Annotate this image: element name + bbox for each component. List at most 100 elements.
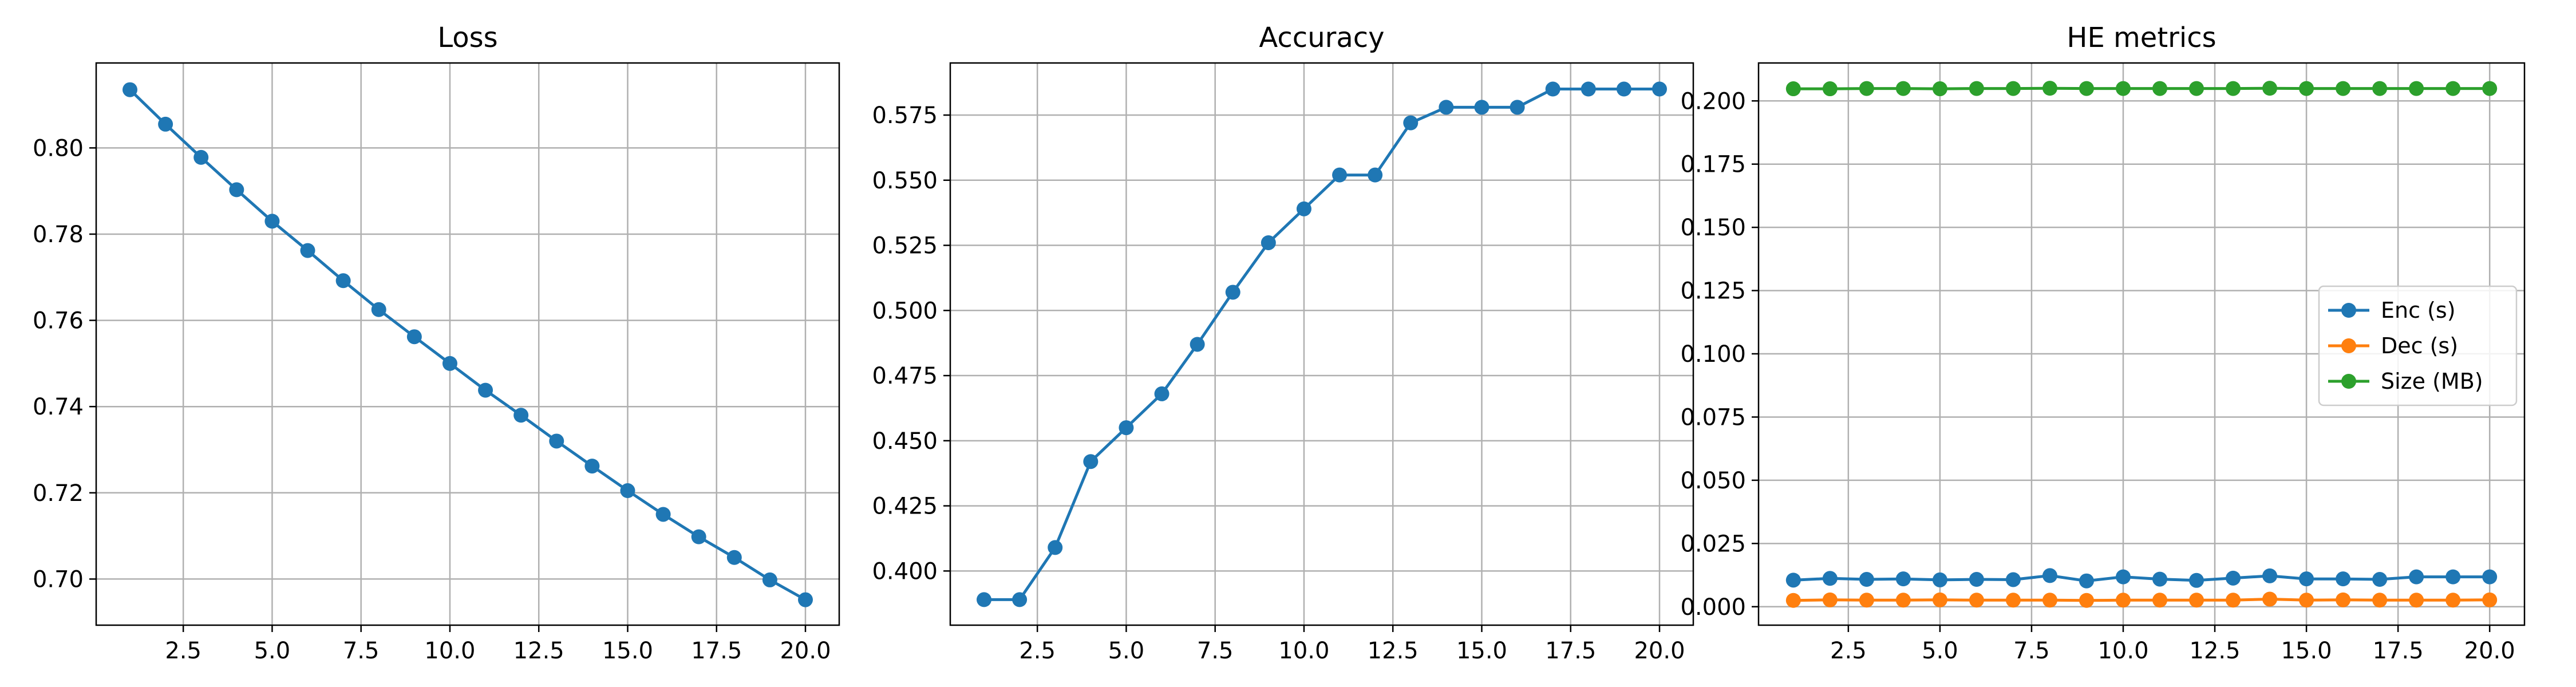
data-point xyxy=(584,459,600,474)
series-main xyxy=(123,82,813,607)
data-point xyxy=(2336,81,2351,96)
panel-accuracy: 2.5 5.0 7.5 10.0 12.5 15.0 17.5 20.0 0.400 0.425 0… xyxy=(872,22,1694,664)
series-enc-s xyxy=(1785,568,2498,589)
data-point xyxy=(1616,81,1631,97)
legend-box xyxy=(2318,285,2518,406)
data-point xyxy=(2042,593,2057,608)
legend-marker xyxy=(2341,374,2356,389)
x-tick-label: 5.0 xyxy=(254,638,291,664)
x-tick-label: 17.5 xyxy=(2373,638,2424,664)
data-point xyxy=(1895,571,1911,587)
data-point xyxy=(798,592,813,607)
data-point xyxy=(1296,201,1311,216)
data-point xyxy=(1859,572,1874,587)
y-tick-label: 0.050 xyxy=(1680,468,1746,494)
x-tick-label: 20.0 xyxy=(2464,638,2515,664)
x-tick-label: 12.5 xyxy=(513,638,564,664)
data-point xyxy=(2299,571,2314,587)
data-point xyxy=(1932,81,1947,97)
data-point xyxy=(2482,81,2498,96)
y-tick-label: 0.100 xyxy=(1680,341,1746,368)
data-point xyxy=(1368,167,1383,183)
series-size-mb xyxy=(1785,81,2498,97)
data-point xyxy=(2336,592,2351,607)
axes-frame xyxy=(949,62,1694,626)
y-tick-label: 0.74 xyxy=(33,394,84,420)
data-point xyxy=(549,433,564,449)
data-point xyxy=(1785,81,1801,97)
panel-loss: 2.5 5.0 7.5 10.0 12.5 15.0 17.5 20.0 0.70 0.72 0.7… xyxy=(33,22,840,664)
y-tick-label: 0.200 xyxy=(1680,88,1746,114)
data-point xyxy=(1822,571,1838,586)
axes-frame xyxy=(95,62,840,626)
data-point xyxy=(193,149,209,165)
y-tick-label: 0.075 xyxy=(1680,404,1746,431)
data-point xyxy=(2115,569,2131,585)
data-point xyxy=(1822,592,1838,607)
x-tick-label: 17.5 xyxy=(691,638,742,664)
x-tick-label: 7.5 xyxy=(2013,638,2050,664)
data-point xyxy=(2409,593,2424,608)
data-point xyxy=(123,82,137,97)
grid-lines xyxy=(96,63,839,625)
x-tick-label: 7.5 xyxy=(1197,638,1234,664)
legend-item: Size (MB) xyxy=(2328,369,2483,394)
data-point xyxy=(513,408,529,423)
y-tick-label: 0.76 xyxy=(33,308,84,334)
data-point xyxy=(1969,81,1984,96)
chart-title: Accuracy xyxy=(1259,22,1384,54)
data-point xyxy=(1332,167,1348,183)
data-point xyxy=(1012,592,1028,607)
y-tick-label: 0.550 xyxy=(872,168,938,194)
data-point xyxy=(2262,568,2278,583)
data-point xyxy=(1969,593,1984,608)
data-point xyxy=(1190,337,1205,352)
data-point xyxy=(726,550,742,565)
x-tick-label: 20.0 xyxy=(1634,638,1685,664)
data-point xyxy=(2079,573,2094,589)
series-line xyxy=(984,88,1660,601)
chart-title: HE metrics xyxy=(2067,22,2216,54)
chart-title: Loss xyxy=(437,22,497,54)
data-point xyxy=(2299,593,2314,608)
data-point xyxy=(2189,81,2204,96)
data-point xyxy=(1895,81,1911,96)
x-tick-label: 12.5 xyxy=(2190,638,2241,664)
data-point xyxy=(2005,81,2021,96)
y-tick-label: 0.025 xyxy=(1680,531,1746,557)
data-point xyxy=(1510,100,1525,115)
grid-lines xyxy=(1759,63,2524,625)
x-tick-label: 10.0 xyxy=(1278,638,1329,664)
data-point xyxy=(762,572,777,587)
data-point xyxy=(406,329,422,345)
x-tick-label: 10.0 xyxy=(2097,638,2148,664)
legend-marker xyxy=(2341,338,2356,353)
axes-frame xyxy=(1757,62,2526,626)
data-point xyxy=(1048,540,1063,555)
legend-label: Size (MB) xyxy=(2381,369,2483,394)
y-tick-label: 0.575 xyxy=(872,102,938,129)
legend-label: Enc (s) xyxy=(2381,298,2456,323)
data-point xyxy=(1859,81,1874,96)
data-point xyxy=(2482,569,2498,585)
y-tick-label: 0.525 xyxy=(872,233,938,259)
data-point xyxy=(2299,81,2314,96)
data-point xyxy=(2115,593,2131,608)
data-point xyxy=(620,483,635,499)
data-point xyxy=(2409,569,2424,585)
series-line xyxy=(129,88,807,601)
legend-item: Dec (s) xyxy=(2328,333,2458,358)
data-point xyxy=(1545,81,1560,97)
data-point xyxy=(2005,593,2021,608)
y-tick-label: 0.78 xyxy=(33,222,84,248)
x-tick-label: 15.0 xyxy=(2281,638,2332,664)
data-point xyxy=(2372,572,2388,587)
x-tick-label: 2.5 xyxy=(1019,638,1056,664)
legend-item: Enc (s) xyxy=(2328,298,2456,323)
x-tick-label: 15.0 xyxy=(1456,638,1507,664)
data-point xyxy=(1969,572,1984,587)
data-point xyxy=(1083,454,1099,469)
data-point xyxy=(478,382,493,398)
data-point xyxy=(2445,569,2461,585)
y-tick-label: 0.500 xyxy=(872,298,938,324)
